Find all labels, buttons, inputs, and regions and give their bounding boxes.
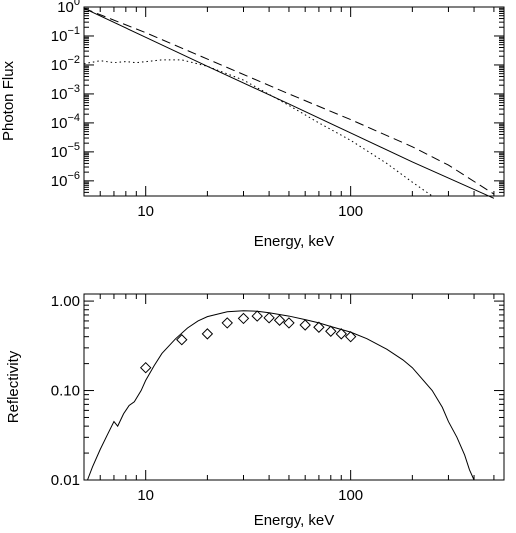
reflectivity-data-point: [139, 361, 152, 374]
reflectivity-data-point: [176, 334, 188, 346]
reflectivity-data-point: [201, 328, 214, 340]
photon-flux-panel: Energy, keV Photon Flux 10 100 100 10−1 10−2…: [0, 0, 505, 250]
photon-flux-y-tick-label: 10−6: [51, 170, 80, 190]
reflectivity-panel: Energy, keV Reflectivity 10 100 1.00 0.10 0.…: [5, 293, 505, 529]
reflectivity-data-point: [221, 317, 233, 329]
photon-flux-y-axis-title: Photon Flux: [0, 60, 17, 141]
reflectivity-y-axis-title: Reflectivity: [5, 350, 22, 423]
reflectivity-data-point: [299, 319, 311, 331]
reflectivity-series: [87, 310, 475, 481]
reflectivity-line-solid: [87, 310, 475, 481]
photon-flux-y-tick-label: 10−2: [51, 54, 80, 74]
photon-flux-ticks: 10 100 100 10−1 10−2 10−3 10−4 10−5 10−6: [51, 0, 504, 220]
photon-flux-x-axis-title: Energy, keV: [254, 233, 335, 250]
photon-flux-x-tick-label: 10: [137, 203, 154, 220]
reflectivity-data-point: [344, 330, 357, 343]
reflectivity-data-point: [237, 312, 250, 325]
photon-flux-line-solid: [83, 7, 495, 199]
reflectivity-x-axis-title: Energy, keV: [254, 512, 335, 529]
reflectivity-x-tick-label: 100: [338, 487, 363, 504]
photon-flux-y-tick-label: 10−5: [51, 141, 80, 161]
reflectivity-plot-frame: [83, 293, 505, 481]
photon-flux-y-tick-label: 10−1: [51, 25, 80, 45]
reflectivity-data-point: [335, 328, 347, 340]
reflectivity-x-tick-label: 10: [137, 487, 154, 504]
reflectivity-ticks: 10 100 1.00 0.10 0.01: [51, 293, 504, 504]
reflectivity-data-point: [325, 325, 337, 337]
reflectivity-data-point: [263, 312, 275, 324]
reflectivity-y-tick-label: 1.00: [51, 293, 80, 310]
reflectivity-data-point: [251, 310, 263, 322]
reflectivity-data-point: [313, 321, 325, 333]
reflectivity-y-tick-label: 0.10: [51, 383, 80, 400]
photon-flux-line-dashed: [83, 7, 495, 195]
reflectivity-y-tick-label: 0.01: [51, 472, 80, 489]
reflectivity-data-point: [283, 317, 295, 329]
photon-flux-x-tick-label: 100: [338, 203, 363, 220]
photon-flux-line-dotted: [83, 59, 433, 197]
reflectivity-data-point: [273, 314, 286, 326]
photon-flux-plot-frame: [83, 6, 505, 197]
photon-flux-y-tick-label: 100: [57, 0, 80, 16]
photon-flux-y-tick-label: 10−3: [51, 83, 80, 103]
photon-flux-series: [83, 7, 495, 199]
photon-flux-y-tick-label: 10−4: [51, 112, 80, 132]
